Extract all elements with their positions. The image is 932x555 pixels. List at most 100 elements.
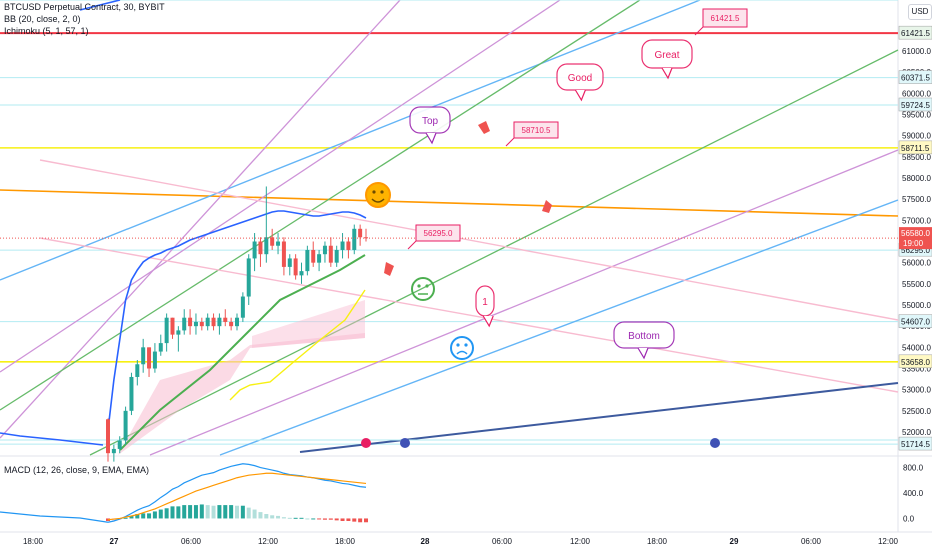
candle-body xyxy=(106,419,110,454)
macd-histogram-bar xyxy=(135,514,140,519)
candle-body xyxy=(287,258,292,267)
time-tick-label: 18:00 xyxy=(23,537,44,546)
candle-body xyxy=(111,448,116,454)
macd-histogram-bar xyxy=(152,511,157,519)
price-tick-label: 55500.0 xyxy=(902,280,931,289)
candle-body xyxy=(158,343,163,352)
macd-histogram-bar xyxy=(270,515,275,519)
callout-pointer xyxy=(694,26,704,36)
annotation-bubble-text: Great xyxy=(654,50,679,61)
time-tick-label: 18:00 xyxy=(335,537,356,546)
thumbs-down-icon xyxy=(478,121,490,134)
macd-histogram-bar xyxy=(246,507,251,519)
candle-body xyxy=(246,258,251,297)
macd-histogram-bar xyxy=(211,505,216,519)
annotation-bubble-tail xyxy=(482,315,494,328)
price-tag-text: 56295.0 xyxy=(901,246,930,255)
candle-body xyxy=(305,249,310,272)
callout-pointer xyxy=(407,240,417,250)
price-tick-label: 55000.0 xyxy=(902,301,931,310)
price-tag xyxy=(898,140,932,155)
annotation-bubble-text: Bottom xyxy=(628,331,660,342)
macd-histogram-bar xyxy=(193,505,198,519)
time-tick-label: 27 xyxy=(110,537,119,546)
time-tick-label: 06:00 xyxy=(181,537,202,546)
candle-body xyxy=(328,245,333,263)
candle-body xyxy=(276,241,281,246)
annotation-bubble-tail xyxy=(661,67,673,80)
price-tag xyxy=(898,25,932,40)
neutral-face-icon-eye xyxy=(417,284,421,288)
price-tick-label: 56000.0 xyxy=(902,259,931,268)
price-tag-text: 51714.5 xyxy=(901,440,930,449)
price-tag xyxy=(898,70,932,84)
trend-line xyxy=(0,0,401,439)
macd-tick-label: 800.0 xyxy=(903,464,924,473)
legend-bb[interactable]: BB (20, close, 2, 0) xyxy=(4,14,81,24)
legend-symbol[interactable]: BTCUSD Perpetual Contract, 30, BYBIT xyxy=(4,2,165,12)
price-tag-text: 58711.5 xyxy=(901,144,930,153)
trend-line xyxy=(39,159,899,321)
candle-body xyxy=(193,321,198,327)
annotation-bubble-text: Good xyxy=(568,73,592,84)
macd-histogram-bar xyxy=(317,518,322,520)
callout-text: 58710.5 xyxy=(522,126,551,135)
price-tick-label: 58500.0 xyxy=(902,153,931,162)
candle-body xyxy=(293,258,298,276)
price-tag xyxy=(898,354,932,369)
price-tick-label: 52500.0 xyxy=(902,407,931,416)
candle-body xyxy=(240,296,245,318)
candle-body xyxy=(217,317,222,327)
currency-button[interactable]: USD xyxy=(908,4,932,20)
countdown-text: 19:00 xyxy=(903,239,924,248)
macd-histogram-bar xyxy=(235,505,239,519)
candle-body xyxy=(223,317,228,322)
candle-body xyxy=(147,347,152,369)
candle-body xyxy=(264,237,269,255)
smile-icon xyxy=(365,182,391,208)
annotation-bubble-text: 1 xyxy=(482,297,488,308)
candle-body xyxy=(270,237,275,246)
macd-histogram-bar xyxy=(258,512,263,519)
legend-macd[interactable]: MACD (12, 26, close, 9, EMA, EMA) xyxy=(4,465,150,475)
thumbs-icon xyxy=(542,200,552,213)
macd-histogram-bar xyxy=(223,505,228,519)
macd-histogram-bar xyxy=(170,506,175,519)
time-tick-label: 29 xyxy=(730,537,739,546)
candle-body xyxy=(235,317,239,327)
macd-histogram-bar xyxy=(322,518,327,520)
price-tick-label: 59500.0 xyxy=(902,111,931,120)
price-tick-label: 61000.0 xyxy=(902,47,931,56)
neutral-face-icon xyxy=(411,277,435,301)
time-tick-label: 28 xyxy=(421,537,430,546)
ichimoku-baseline xyxy=(119,254,366,451)
macd-line xyxy=(107,463,367,523)
smile-mouth xyxy=(371,198,385,203)
candle-body xyxy=(311,249,316,263)
trend-line xyxy=(89,49,899,456)
annotation-bubble-tail xyxy=(425,132,437,145)
legend-ichimoku[interactable]: Ichimoku (5, 1, 57, 1) xyxy=(4,26,89,36)
price-tag xyxy=(898,436,932,451)
macd-histogram-bar xyxy=(311,518,316,520)
candle-body xyxy=(317,254,322,263)
candle-body xyxy=(358,228,363,238)
macd-histogram-bar xyxy=(305,518,310,520)
macd-histogram-bar xyxy=(276,515,281,519)
time-tick-label: 12:00 xyxy=(878,537,899,546)
candle-body xyxy=(129,376,134,411)
candle-body xyxy=(205,317,210,327)
macd-histogram-bar xyxy=(188,505,193,519)
candle-body xyxy=(340,241,345,250)
macd-histogram-bar xyxy=(287,517,292,519)
trend-line xyxy=(0,0,561,373)
callout-pointer xyxy=(505,137,515,147)
time-tick-label: 12:00 xyxy=(570,537,591,546)
sad-face-icon-eye xyxy=(464,343,468,347)
macd-histogram-bar xyxy=(358,518,363,523)
price-tick-label: 53000.0 xyxy=(902,386,931,395)
annotation-bubble-text: Top xyxy=(422,116,439,127)
sad-mouth xyxy=(456,350,468,355)
